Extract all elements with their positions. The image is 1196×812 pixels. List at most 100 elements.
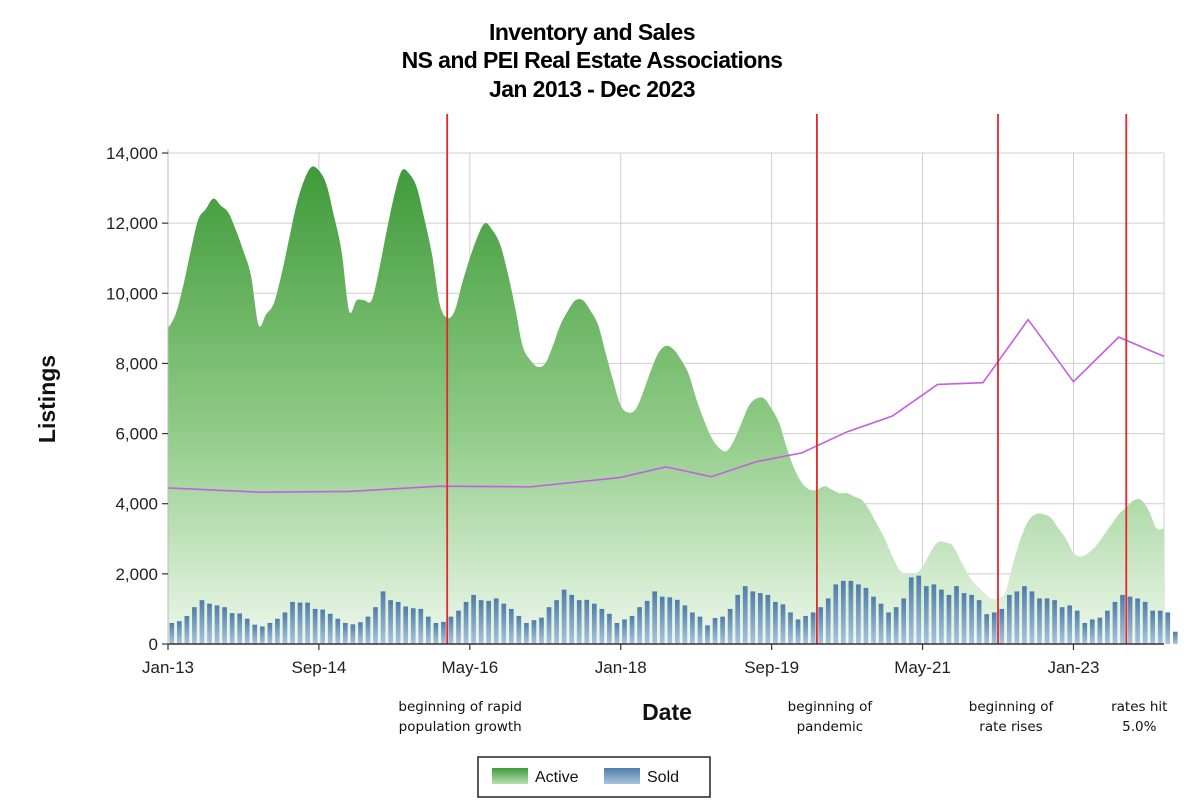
sold-bar	[901, 598, 907, 644]
sold-bar	[908, 577, 914, 644]
x-tick-label: Jan-23	[1047, 658, 1099, 677]
sold-bar	[735, 594, 741, 644]
sold-bar	[358, 622, 363, 644]
average-line	[167, 318, 1165, 493]
y-tick-label: 6,000	[115, 425, 158, 444]
annotation-label: beginning of rapid	[398, 699, 522, 715]
sold-bar	[229, 613, 235, 644]
sold-bar	[825, 598, 831, 644]
y-tick-label: 4,000	[115, 495, 158, 514]
active-area	[168, 166, 1164, 644]
sold-bar	[342, 622, 348, 644]
sold-bar	[622, 619, 627, 644]
sold-bar	[327, 613, 333, 644]
legend-label-active: Active	[535, 769, 579, 786]
legend: Active Sold	[477, 756, 711, 798]
sold-bar	[1120, 594, 1125, 644]
legend-swatch-active	[492, 768, 528, 784]
sold-bar	[1172, 631, 1178, 644]
sold-bar	[727, 608, 733, 644]
sold-bar	[833, 584, 839, 644]
sold-bar	[969, 594, 974, 644]
sold-bar	[591, 603, 597, 644]
sold-bar	[244, 618, 250, 644]
x-tick-label: May-21	[894, 658, 951, 677]
sold-bar	[1006, 594, 1012, 644]
sold-bar	[931, 584, 937, 644]
y-axis-title: Listings	[34, 355, 60, 443]
sold-bar	[856, 584, 861, 644]
sold-bar	[810, 612, 816, 644]
sold-bar	[1037, 598, 1042, 644]
sold-bar	[720, 616, 725, 644]
sold-bar	[388, 600, 393, 644]
sold-bar	[757, 593, 763, 644]
annotation-label: 5.0%	[1122, 719, 1156, 735]
sold-bar	[267, 622, 273, 644]
sold-bar	[1059, 607, 1065, 644]
sold-bar	[1097, 617, 1103, 644]
sold-bar	[305, 602, 310, 644]
x-tick-label: May-16	[441, 658, 498, 677]
sold-bar	[576, 600, 582, 644]
title-line-1: Inventory and Sales	[489, 19, 695, 45]
sold-bar	[569, 594, 575, 644]
sold-bar	[425, 616, 431, 644]
y-tick-label: 8,000	[115, 354, 158, 373]
y-tick-label: 2,000	[115, 565, 158, 584]
sold-bar	[418, 608, 424, 644]
sold-bar	[803, 615, 808, 644]
sold-bar	[1067, 605, 1073, 644]
sold-bar	[501, 603, 507, 644]
annotation-label: beginning of	[969, 699, 1055, 715]
sold-bar	[456, 610, 461, 644]
sold-bar	[539, 617, 544, 644]
sold-bar	[1022, 586, 1027, 644]
x-tick-label: Jan-13	[142, 658, 194, 677]
sold-bar	[765, 594, 771, 644]
sold-bar	[893, 607, 899, 644]
sold-bar	[222, 607, 227, 644]
axes	[162, 149, 1164, 650]
sold-bar	[863, 587, 869, 644]
sold-bar	[946, 594, 952, 644]
annotation-label: population growth	[399, 719, 522, 735]
y-tick-label: 14,000	[106, 144, 158, 163]
sold-bar	[184, 615, 190, 644]
sold-bar	[554, 600, 559, 644]
sold-bar	[320, 609, 326, 644]
sold-bar	[795, 619, 801, 644]
sold-bar	[1135, 598, 1140, 644]
sold-bar	[954, 586, 959, 644]
sold-bar	[199, 600, 205, 644]
sold-bar	[674, 599, 680, 644]
annotation-label: rates hit	[1111, 699, 1167, 715]
sold-bar	[614, 622, 620, 644]
x-tick-label: Jan-18	[595, 658, 647, 677]
sold-bar	[629, 615, 635, 644]
y-tick-label: 0	[149, 635, 158, 654]
sold-bar	[705, 625, 710, 644]
sold-bar	[297, 602, 303, 644]
sold-bar	[192, 607, 197, 644]
sold-bar	[252, 624, 258, 644]
sold-bar	[1157, 610, 1163, 644]
x-axis-title: Date	[642, 699, 692, 725]
sold-bar	[976, 600, 982, 644]
sold-bar	[712, 618, 718, 644]
sold-bar	[312, 608, 318, 644]
sold-bar	[1105, 610, 1110, 644]
sold-bar	[818, 607, 824, 644]
sold-bar	[508, 608, 514, 644]
annotation-lines	[446, 114, 1128, 644]
sold-bar	[1127, 596, 1133, 644]
sold-bar	[750, 591, 756, 644]
sold-bar	[471, 594, 476, 644]
sold-bar	[916, 575, 922, 644]
sold-bar	[1052, 600, 1057, 644]
sold-bar	[690, 612, 695, 644]
sold-bar	[984, 614, 990, 644]
sold-bar	[176, 621, 182, 644]
sold-bar	[667, 597, 673, 644]
